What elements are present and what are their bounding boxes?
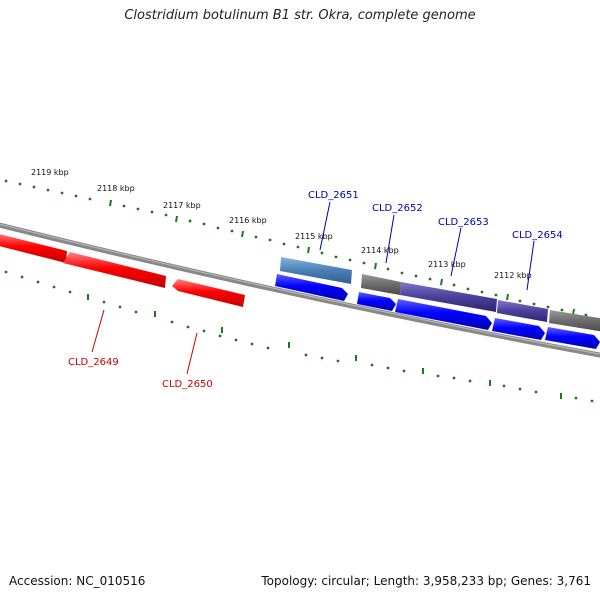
feature-purple-bar-1[interactable] [400, 282, 497, 312]
leader-line-cld-2649 [91, 309, 105, 353]
lower-major-ticks [87, 294, 562, 399]
tick-label: 2117 kbp [163, 201, 201, 210]
upper-tick-track [4, 179, 588, 317]
tick-label: 2115 kbp [295, 232, 333, 241]
gene-cld-2649-segment-b[interactable] [63, 252, 166, 288]
feature-purple-bar-2[interactable] [497, 300, 548, 322]
tick-label: 2119 kbp [31, 168, 69, 177]
leader-line-cld-2650 [186, 332, 198, 375]
gene-cld-2650-arrow[interactable] [172, 279, 245, 307]
tick-label: 2116 kbp [229, 216, 267, 225]
tick-label: 2113 kbp [428, 260, 466, 269]
tick-label: 2112 kbp [494, 271, 532, 280]
gene-label-cld-2654[interactable]: CLD_2654 [512, 230, 563, 241]
tick-label: 2118 kbp [97, 184, 135, 193]
leader-line-cld-2653 [450, 227, 462, 277]
feature-steelblue-bar[interactable] [280, 257, 352, 284]
gene-cld-2654-arrow[interactable] [545, 327, 600, 349]
gene-cld-2652-arrow[interactable] [357, 292, 396, 311]
accession-text: Accession: NC_010516 [9, 574, 146, 588]
gene-cld-2649-segment-a[interactable] [0, 233, 67, 263]
gene-label-cld-2652[interactable]: CLD_2652 [372, 203, 423, 214]
leader-line-cld-2652 [385, 214, 395, 264]
gene-label-cld-2653[interactable]: CLD_2653 [438, 217, 489, 228]
genome-summary-text: Topology: circular; Length: 3,958,233 bp… [261, 574, 591, 588]
gene-label-cld-2651[interactable]: CLD_2651 [308, 190, 359, 201]
feature-gray-bar-1[interactable] [361, 274, 401, 295]
leader-line-cld-2651 [319, 201, 331, 251]
tick-labels: 2119 kbp 2118 kbp 2117 kbp 2116 kbp 2115… [31, 168, 532, 280]
gene-labels: CLD_2649 CLD_2650 CLD_2651 CLD_2652 CLD_… [68, 190, 563, 390]
gene-label-cld-2649[interactable]: CLD_2649 [68, 357, 119, 368]
gene-label-cld-2650[interactable]: CLD_2650 [162, 379, 213, 390]
genome-backbone [0, 222, 600, 358]
leader-line-cld-2654 [526, 240, 535, 291]
gene-cld-2653-arrow[interactable] [395, 299, 492, 330]
feature-gray-bar-2[interactable] [549, 310, 600, 332]
gene-cld-2653-arrow-b[interactable] [492, 318, 545, 340]
tick-label: 2114 kbp [361, 246, 399, 255]
reverse-strand-genes [0, 233, 245, 307]
genome-backbone-highlight [0, 223, 600, 355]
leader-lines [91, 201, 535, 375]
forward-strand-features [275, 257, 600, 349]
gene-cld-2651-arrow[interactable] [275, 274, 348, 301]
upper-major-ticks [109, 199, 575, 316]
lower-tick-track [4, 270, 594, 403]
map-title: Clostridium botulinum B1 str. Okra, comp… [124, 8, 476, 23]
